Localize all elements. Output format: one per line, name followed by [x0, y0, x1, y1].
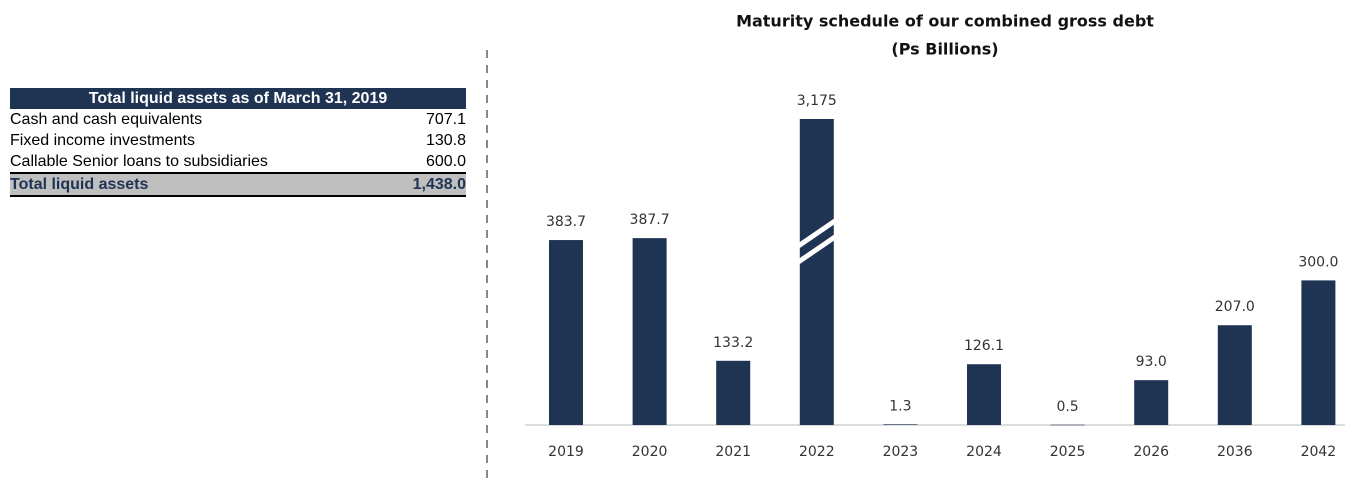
x-tick-label: 2020	[632, 444, 668, 460]
value-label: 126.1	[964, 338, 1004, 354]
row-label: Cash and cash equivalents	[10, 111, 203, 128]
bar	[1134, 380, 1169, 425]
bar	[967, 364, 1001, 425]
bar	[1050, 424, 1085, 426]
row-label: Callable Senior loans to subsidiaries	[10, 153, 268, 170]
value-label: 1.3	[889, 398, 911, 414]
x-tick-label: 2019	[548, 444, 584, 460]
table-title: Total liquid assets as of March 31, 2019	[10, 88, 466, 109]
total-label: Total liquid assets	[10, 172, 388, 197]
axis-break	[797, 217, 836, 250]
x-tick-label: 2036	[1217, 444, 1253, 460]
bar	[799, 119, 834, 425]
bar	[1301, 280, 1336, 425]
x-tick-label: 2026	[1133, 444, 1169, 460]
x-tick-label: 2024	[966, 444, 1002, 460]
chart-title: Maturity schedule of our combined gross …	[736, 12, 1154, 31]
chart-subtitle: (Ps Billions)	[891, 40, 998, 59]
x-tick-label: 2042	[1301, 444, 1337, 460]
row-value: 707.1	[425, 111, 466, 128]
bar	[1217, 325, 1252, 425]
x-tick-label: 2023	[883, 444, 919, 460]
bar	[549, 240, 583, 425]
value-label: 383.7	[546, 214, 586, 230]
value-label: 387.7	[630, 212, 670, 228]
value-label: 0.5	[1056, 399, 1078, 415]
bar	[883, 424, 918, 425]
row-label: Fixed income investments	[10, 132, 195, 149]
row-value: 600.0	[425, 153, 466, 170]
liquid-assets-table: Total liquid assets as of March 31, 2019…	[10, 88, 466, 197]
x-tick-label: 2022	[799, 444, 835, 460]
value-label: 3,175	[797, 93, 837, 109]
value-label: 93.0	[1136, 354, 1167, 370]
x-tick-label: 2021	[715, 444, 751, 460]
axis-break	[797, 233, 836, 266]
bar	[716, 360, 751, 425]
bar	[632, 238, 667, 425]
value-label: 300.0	[1298, 254, 1338, 270]
row-value: 130.8	[425, 132, 466, 149]
total-value: 1,438.0	[387, 172, 466, 197]
x-tick-label: 2025	[1050, 444, 1086, 460]
value-label: 133.2	[713, 335, 753, 351]
value-label: 207.0	[1215, 299, 1255, 315]
